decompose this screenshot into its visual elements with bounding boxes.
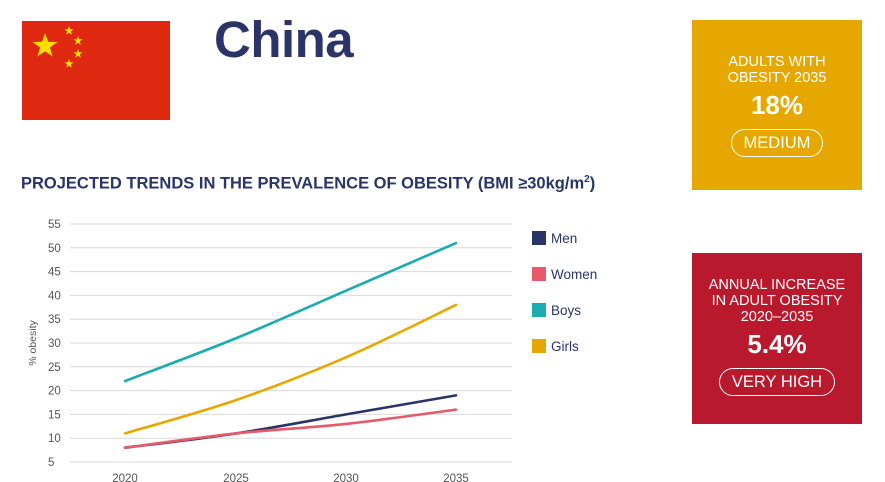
card-value: 5.4% xyxy=(747,329,807,359)
annual-increase-card: ANNUAL INCREASE IN ADULT OBESITY 2020–20… xyxy=(692,253,862,424)
small-star-icon xyxy=(73,36,83,45)
legend-swatch xyxy=(532,231,546,245)
series-line-girls xyxy=(123,303,458,435)
large-star-icon xyxy=(32,33,58,57)
card-label-line: ANNUAL INCREASE xyxy=(708,277,846,293)
small-star-icon xyxy=(64,59,74,68)
x-tick-label: 2035 xyxy=(443,473,469,482)
x-tick-label: 2020 xyxy=(112,473,138,482)
card-label: ADULTS WITH OBESITY 2035 xyxy=(692,20,862,86)
y-axis-label: % obesity xyxy=(27,319,39,365)
obesity-2035-card: ADULTS WITH OBESITY 2035 18% MEDIUM xyxy=(692,20,862,190)
y-tick-label: 35 xyxy=(48,314,61,326)
y-tick-label: 15 xyxy=(48,409,61,421)
chart-title-superscript: 2 xyxy=(584,174,590,185)
legend-label: Girls xyxy=(551,339,579,354)
card-label-line: OBESITY 2035 xyxy=(727,70,827,86)
rating-badge: MEDIUM xyxy=(730,129,824,157)
chart-title-text: PROJECTED TRENDS IN THE PREVALENCE OF OB… xyxy=(21,174,585,193)
y-tick-label: 45 xyxy=(48,267,61,279)
small-star-icon xyxy=(73,49,83,58)
china-flag-icon xyxy=(22,21,170,120)
chart-title: PROJECTED TRENDS IN THE PREVALENCE OF OB… xyxy=(21,174,595,194)
y-tick-label: 10 xyxy=(48,433,61,445)
legend-label: Boys xyxy=(551,303,581,318)
legend-label: Women xyxy=(551,267,597,282)
y-tick-label: 50 xyxy=(48,243,61,255)
small-star-icon xyxy=(64,26,74,35)
x-tick-label: 2025 xyxy=(223,473,249,482)
series-line-boys xyxy=(123,241,458,383)
card-label: ANNUAL INCREASE IN ADULT OBESITY 2020–20… xyxy=(692,253,862,325)
legend-label: Men xyxy=(551,231,577,246)
country-title: China xyxy=(214,11,354,68)
chart-title-end: ) xyxy=(589,174,596,193)
y-tick-label: 5 xyxy=(48,457,54,469)
card-value: 18% xyxy=(750,90,804,120)
series-line-women xyxy=(123,408,458,450)
x-tick-label: 2030 xyxy=(333,473,359,482)
legend-swatch xyxy=(532,267,546,281)
card-label-line: IN ADULT OBESITY xyxy=(711,293,843,309)
rating-badge: VERY HIGH xyxy=(718,368,836,396)
y-tick-label: 40 xyxy=(48,290,61,302)
legend-swatch xyxy=(532,303,546,317)
card-label-line: ADULTS WITH xyxy=(728,54,826,70)
y-tick-label: 25 xyxy=(48,362,61,374)
y-tick-label: 20 xyxy=(48,386,61,398)
y-tick-label: 55 xyxy=(48,219,61,231)
y-tick-label: 30 xyxy=(48,338,61,350)
card-label-line: 2020–2035 xyxy=(740,309,814,325)
legend-swatch xyxy=(532,339,546,353)
